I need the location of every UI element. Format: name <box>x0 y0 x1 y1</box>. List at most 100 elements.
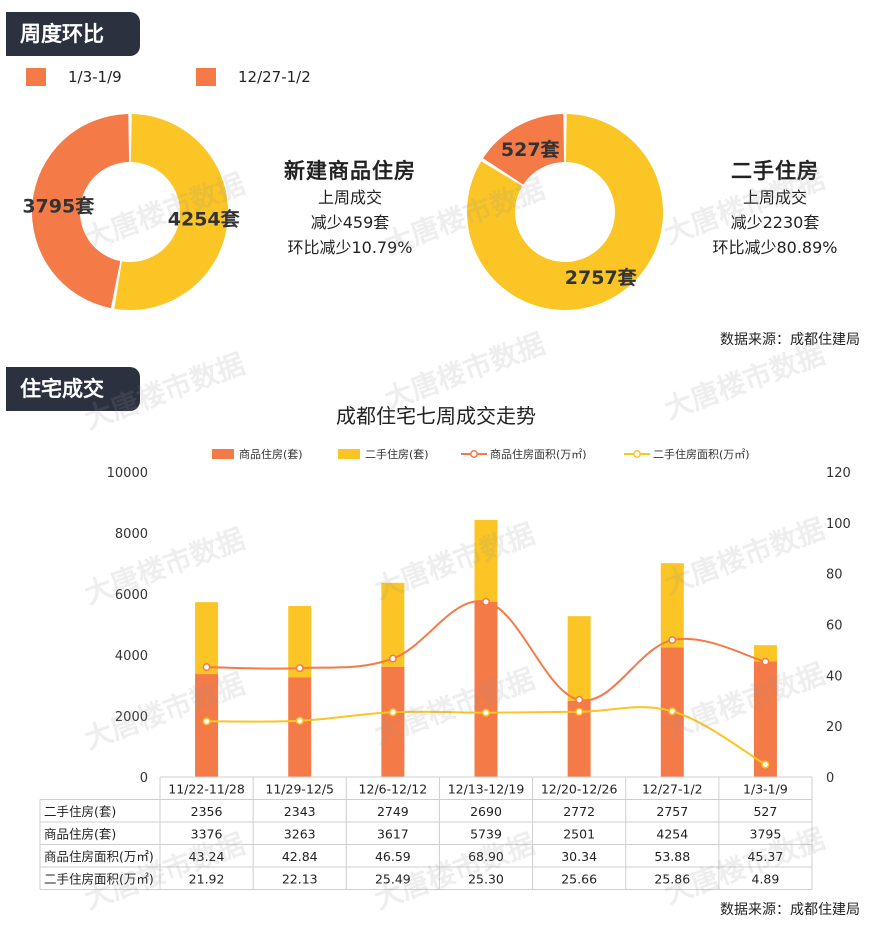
legend-item-previous: 12/27-1/2 <box>196 66 311 88</box>
kpi-line: 环比减少80.89% <box>712 238 838 257</box>
y-right-tick-label: 20 <box>826 720 843 735</box>
donut-slice <box>114 114 229 310</box>
legend-item-current: 1/3-1/9 <box>26 66 122 88</box>
donut-slice <box>483 114 565 185</box>
kpi-line: 减少459套 <box>310 213 390 232</box>
line-point <box>761 760 770 769</box>
kpi-title: 新建商品住房 <box>284 159 416 183</box>
y-left-tick-label: 10000 <box>107 466 148 481</box>
table-row-label: 商品住房面积(万㎡) <box>44 849 154 864</box>
table-row-label: 二手住房面积(万㎡) <box>44 872 154 887</box>
x-category-label: 11/29-12/5 <box>265 782 334 797</box>
kpi-new-housing: 新建商品住房 上周成交 减少459套 环比减少10.79% <box>260 155 440 260</box>
legend-swatch <box>26 68 46 86</box>
y-right-tick-label: 40 <box>826 669 843 684</box>
table-cell: 25.30 <box>468 872 504 887</box>
table-cell: 4254 <box>656 827 688 842</box>
y-left-tick-label: 2000 <box>115 710 148 725</box>
donut-data-label: 4254套 <box>168 208 241 231</box>
line-point <box>482 708 490 717</box>
table-row-label: 商品住房(套) <box>44 827 116 842</box>
line-point <box>482 597 490 606</box>
line-point <box>388 708 397 717</box>
x-category-label: 12/20-12/26 <box>541 782 618 797</box>
table-cell: 46.59 <box>375 849 411 864</box>
x-category-label: 12/6-12/12 <box>359 782 428 797</box>
bar-segment <box>567 616 591 701</box>
section-title-weekly: 周度环比 <box>6 12 140 56</box>
legend-marker <box>470 450 478 458</box>
bar-segment <box>195 602 219 675</box>
table-cell: 2343 <box>284 804 316 819</box>
y-left-tick-label: 0 <box>140 771 148 786</box>
table-cell: 3263 <box>284 827 316 842</box>
bar-segment <box>474 519 498 602</box>
donut-slice <box>467 114 663 310</box>
chart-title: 成都住宅七周成交走势 <box>336 404 536 428</box>
line-point <box>295 716 304 725</box>
table-cell: 2356 <box>191 804 223 819</box>
kpi-title: 二手住房 <box>731 159 819 183</box>
table-cell: 30.34 <box>561 849 597 864</box>
table-cell: 25.49 <box>375 872 411 887</box>
y-right-tick-label: 120 <box>826 466 851 481</box>
kpi-second-hand: 二手住房 上周成交 减少2230套 环比减少80.89% <box>690 155 860 260</box>
legend-swatch <box>338 449 360 459</box>
line-point <box>202 717 211 726</box>
y-left-tick-label: 6000 <box>115 588 148 603</box>
bar-segment <box>753 661 777 777</box>
x-category-label: 11/22-11/28 <box>168 782 245 797</box>
legend-label: 1/3-1/9 <box>68 68 122 86</box>
data-source-note-bottom: 数据来源：成都住建局 <box>720 902 860 918</box>
line-point <box>575 707 584 716</box>
x-category-label: 12/27-1/2 <box>642 782 703 797</box>
table-cell: 5739 <box>470 827 502 842</box>
line-point <box>668 636 677 645</box>
line-point <box>295 664 304 673</box>
legend-swatch <box>196 68 216 86</box>
legend-label: 12/27-1/2 <box>238 68 311 86</box>
legend-label: 商品住房(套) <box>239 447 303 461</box>
legend-label: 二手住房(套) <box>365 447 429 461</box>
legend-label: 二手住房面积(万㎡) <box>653 447 750 461</box>
legend-label: 商品住房面积(万㎡) <box>490 447 587 461</box>
line-point <box>761 657 770 666</box>
kpi-line: 上周成交 <box>317 188 382 207</box>
combo-chart-seven-weeks: 商品住房(套) 二手住房(套) 商品住房面积(万㎡) 二手住房面积(万㎡) 10000 8… <box>39 447 851 890</box>
table-cell: 68.90 <box>468 849 504 864</box>
table-cell: 25.86 <box>654 872 690 887</box>
kpi-line: 环比减少10.79% <box>287 238 413 257</box>
bar-segment <box>381 666 405 777</box>
bar-segment <box>381 582 405 667</box>
table-cell: 22.13 <box>282 872 318 887</box>
table-cell: 45.37 <box>748 849 784 864</box>
donut-data-label: 2757套 <box>565 266 638 289</box>
donut-chart-new-housing: 3795套 4254套 <box>22 114 241 310</box>
table-cell: 2749 <box>377 804 409 819</box>
table-cell: 2501 <box>563 827 595 842</box>
y-right-tick-label: 80 <box>826 568 843 583</box>
table-cell: 3795 <box>750 827 782 842</box>
bar-segment <box>753 645 777 662</box>
legend-swatch <box>212 449 234 459</box>
table-row-label: 二手住房(套) <box>44 804 116 819</box>
line-point <box>575 695 584 704</box>
table-cell: 2772 <box>563 804 595 819</box>
table-cell: 42.84 <box>282 849 318 864</box>
table-cell: 43.24 <box>189 849 225 864</box>
table-cell: 21.92 <box>189 872 225 887</box>
y-right-tick-label: 60 <box>826 619 843 634</box>
table-cell: 3617 <box>377 827 409 842</box>
bar-segment <box>660 563 684 648</box>
kpi-line: 上周成交 <box>742 188 807 207</box>
line-point <box>668 707 677 716</box>
y-right-tick-label: 100 <box>826 517 851 532</box>
table-cell: 2757 <box>656 804 688 819</box>
donut-chart-second-hand: 527套 2757套 <box>467 114 663 310</box>
line-point <box>202 663 211 672</box>
table-cell: 527 <box>753 804 777 819</box>
section-title-housing: 住宅成交 <box>6 367 140 411</box>
bar-segment <box>195 674 219 777</box>
data-source-note: 数据来源：成都住建局 <box>720 332 860 348</box>
y-left-tick-label: 4000 <box>115 649 148 664</box>
